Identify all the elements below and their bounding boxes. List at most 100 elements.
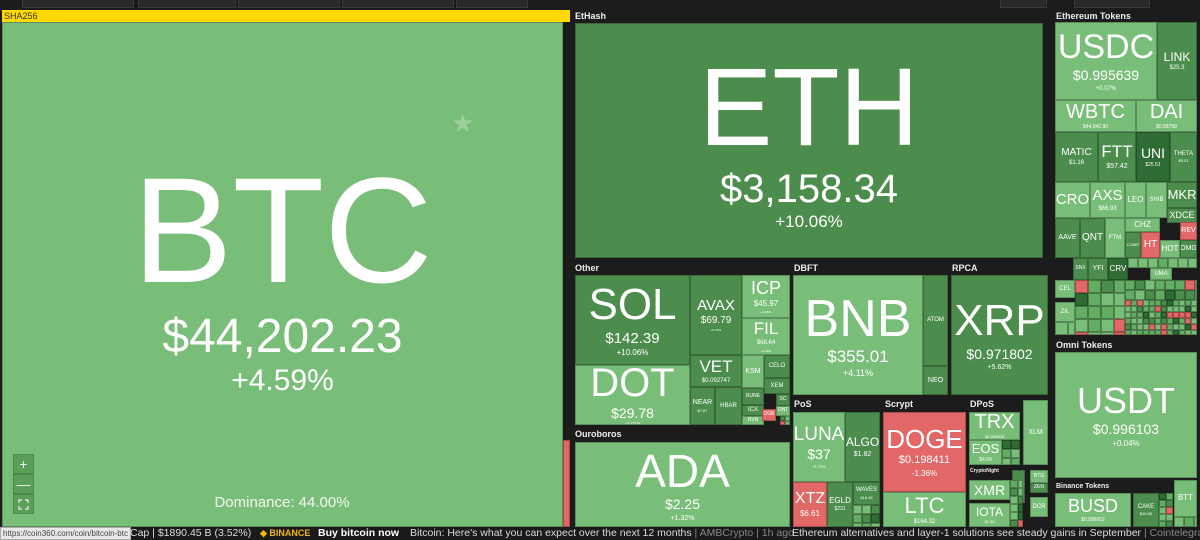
tile-small[interactable] bbox=[1143, 300, 1149, 306]
tile-small[interactable] bbox=[1088, 280, 1101, 293]
tile-hbar[interactable]: HBAR bbox=[715, 387, 742, 425]
tile-leo[interactable]: LEO bbox=[1125, 182, 1146, 218]
tile-small[interactable] bbox=[1137, 324, 1143, 330]
tile-btt[interactable]: BTT bbox=[1174, 480, 1197, 517]
tile-small[interactable] bbox=[1114, 293, 1125, 306]
tile-small[interactable] bbox=[1018, 488, 1023, 496]
tile-small[interactable] bbox=[1173, 318, 1179, 324]
tile-rev[interactable]: REV bbox=[1180, 222, 1197, 240]
zoom-out-button[interactable]: — bbox=[13, 474, 34, 494]
tile-btg[interactable]: BTG bbox=[1030, 470, 1048, 483]
tile-icx[interactable]: ICX bbox=[742, 405, 764, 416]
tile-ht[interactable]: HT bbox=[1141, 232, 1160, 258]
toolbar-button[interactable] bbox=[342, 0, 454, 8]
tile-small[interactable] bbox=[1168, 258, 1178, 268]
tile-small[interactable] bbox=[1158, 258, 1168, 268]
tile-small[interactable] bbox=[1159, 521, 1166, 527]
tile-algo[interactable]: ALGO $1.82 bbox=[845, 412, 880, 482]
tile-small[interactable] bbox=[1155, 306, 1161, 312]
tile-chz[interactable]: CHZ bbox=[1125, 218, 1160, 232]
tile-small[interactable] bbox=[1173, 300, 1179, 306]
tile-small[interactable] bbox=[1167, 318, 1173, 324]
tile-usdc[interactable]: USDC $0.995639 +0.07% bbox=[1055, 22, 1157, 100]
tile-small[interactable] bbox=[1179, 306, 1185, 312]
tile-small[interactable] bbox=[1191, 312, 1197, 318]
tile-uni[interactable]: UNI $25.51 bbox=[1136, 132, 1170, 182]
tile-dgb[interactable]: DGB bbox=[762, 409, 776, 421]
tile-small[interactable] bbox=[1179, 330, 1185, 335]
tile-zen[interactable]: ZEN bbox=[1030, 483, 1048, 493]
tile-small[interactable] bbox=[1143, 318, 1149, 324]
tile-small[interactable] bbox=[1185, 300, 1191, 306]
tile-small[interactable] bbox=[1088, 306, 1101, 319]
tile-small[interactable] bbox=[1185, 290, 1195, 300]
tile-small[interactable] bbox=[862, 514, 871, 523]
tile-small[interactable] bbox=[1179, 312, 1185, 318]
tile-small[interactable] bbox=[1088, 293, 1101, 306]
tile-small[interactable] bbox=[1088, 332, 1101, 335]
tile-small[interactable] bbox=[1167, 300, 1173, 306]
tile-eth[interactable]: ETH $3,158.34 +10.06% bbox=[575, 23, 1043, 258]
tile-small[interactable] bbox=[1195, 290, 1197, 300]
fullscreen-button[interactable] bbox=[13, 494, 34, 514]
tile-small[interactable] bbox=[1114, 280, 1125, 293]
tile-small[interactable] bbox=[1145, 280, 1155, 290]
tile-small[interactable] bbox=[1159, 493, 1166, 500]
tile-eos[interactable]: EOS $4.09 bbox=[969, 440, 1002, 465]
tile-dot[interactable]: DOT$29.78+4.01% bbox=[575, 365, 690, 425]
tile-small[interactable] bbox=[1125, 312, 1131, 318]
tile-ltc[interactable]: LTC $164.32 bbox=[883, 492, 966, 527]
tile-small[interactable] bbox=[1101, 306, 1114, 319]
tile-link[interactable]: LINK $25.3 bbox=[1157, 22, 1197, 100]
tile-qnt[interactable]: QNT bbox=[1080, 218, 1105, 258]
tile-small[interactable] bbox=[1194, 517, 1197, 527]
tile-small[interactable] bbox=[1155, 290, 1165, 300]
tile-small[interactable] bbox=[1002, 440, 1011, 449]
toolbar-button[interactable] bbox=[1000, 0, 1047, 8]
binance-logo[interactable]: ◆ BINANCE bbox=[260, 528, 311, 538]
tile-small[interactable] bbox=[1185, 324, 1191, 330]
tile-small[interactable] bbox=[1018, 520, 1023, 527]
tile-btc[interactable]: BTC $44,202.23 +4.59% bbox=[2, 22, 563, 527]
tile-small[interactable] bbox=[1185, 330, 1191, 335]
tile-small[interactable] bbox=[1173, 306, 1179, 312]
tile-near[interactable]: NEAR $7.67 bbox=[690, 387, 715, 425]
tile-small[interactable] bbox=[1175, 290, 1185, 300]
tile-waves[interactable]: WAVES $16.45 bbox=[853, 482, 880, 505]
tile-small[interactable] bbox=[1155, 300, 1161, 306]
tile-small[interactable] bbox=[1161, 300, 1167, 306]
tile-small[interactable] bbox=[1114, 306, 1125, 319]
tile-theta[interactable]: THETA $5.21 bbox=[1170, 132, 1197, 182]
tile-small[interactable] bbox=[1166, 514, 1173, 521]
tile-small[interactable] bbox=[1167, 312, 1173, 318]
tile-neo[interactable]: NEO bbox=[923, 366, 948, 395]
tile-small[interactable] bbox=[1131, 306, 1137, 312]
tile-small[interactable] bbox=[1155, 312, 1161, 318]
tile-small[interactable] bbox=[1185, 318, 1191, 324]
tile-small[interactable] bbox=[1143, 330, 1149, 335]
tile-small[interactable] bbox=[1155, 318, 1161, 324]
tile-iota[interactable]: IOTA $1.30 bbox=[969, 503, 1010, 527]
tile-small[interactable] bbox=[1184, 517, 1194, 527]
tile-small[interactable] bbox=[1161, 318, 1167, 324]
tile-mkr[interactable]: MKR bbox=[1167, 182, 1197, 208]
tile-fil[interactable]: FIL $68.64 +4.03% bbox=[742, 318, 790, 355]
tile-small[interactable] bbox=[1173, 330, 1179, 335]
tile-yfi[interactable]: YFI bbox=[1088, 258, 1108, 280]
tile-wbtc[interactable]: WBTC $44,042.90 bbox=[1055, 100, 1136, 132]
tile-small[interactable] bbox=[1161, 330, 1167, 335]
tile-small[interactable] bbox=[1018, 496, 1023, 504]
tile-small[interactable] bbox=[780, 416, 785, 421]
tile-usdt[interactable]: USDT $0.996103 +0.04% bbox=[1055, 352, 1197, 478]
tile-small[interactable] bbox=[1149, 306, 1155, 312]
tile-small[interactable] bbox=[1165, 280, 1175, 290]
tile-small[interactable] bbox=[1188, 258, 1197, 268]
tile-crv[interactable]: CRV bbox=[1108, 258, 1128, 280]
tile-small[interactable] bbox=[1075, 293, 1088, 306]
tile-small[interactable] bbox=[1185, 312, 1191, 318]
tile-small[interactable] bbox=[1166, 500, 1173, 507]
tile-small[interactable] bbox=[1010, 520, 1018, 527]
tile-small[interactable] bbox=[862, 505, 871, 514]
toolbar-button[interactable] bbox=[456, 0, 528, 8]
tile-small[interactable] bbox=[1179, 324, 1185, 330]
